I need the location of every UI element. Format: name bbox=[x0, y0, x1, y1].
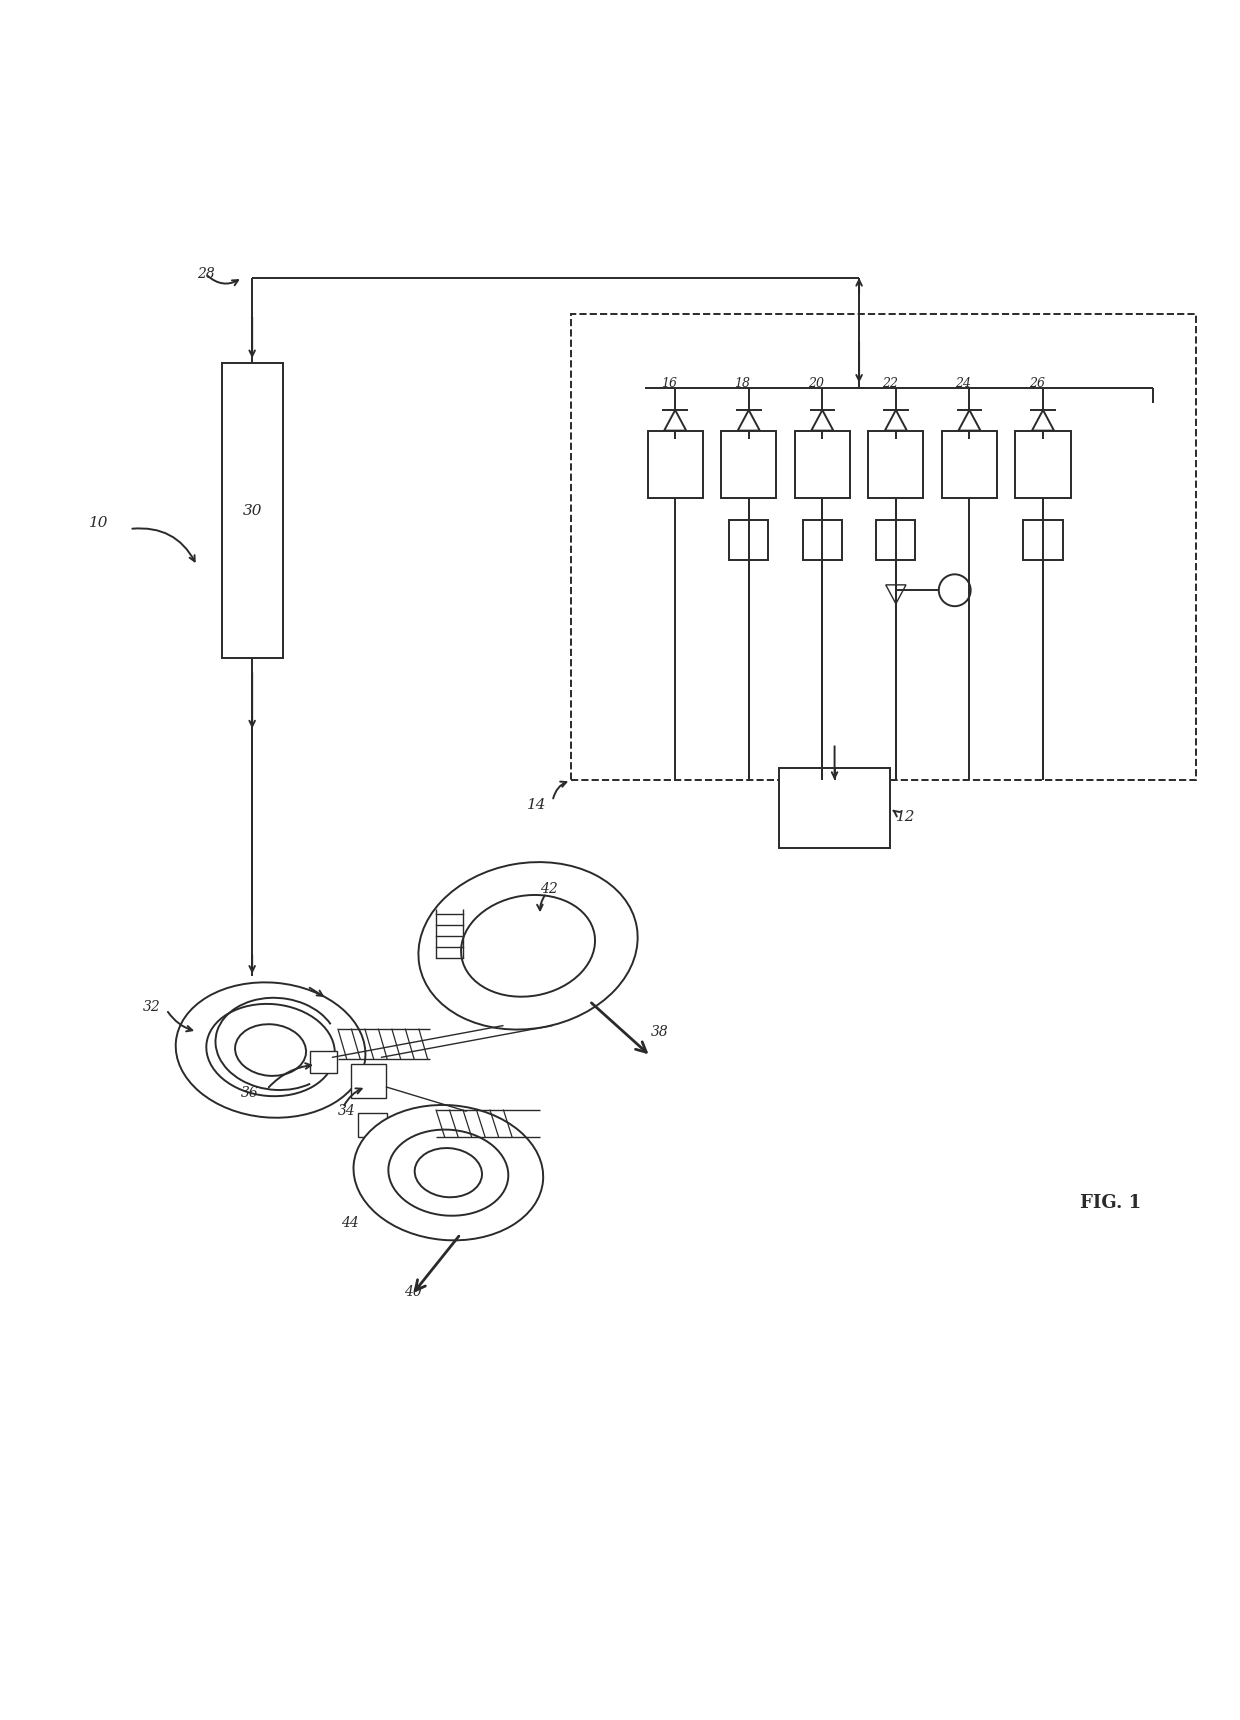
Ellipse shape bbox=[353, 1104, 543, 1240]
Bar bbox=[351, 1063, 386, 1097]
Text: 40: 40 bbox=[404, 1285, 422, 1299]
Ellipse shape bbox=[414, 1147, 482, 1197]
Circle shape bbox=[939, 574, 971, 605]
Ellipse shape bbox=[206, 1004, 335, 1096]
Polygon shape bbox=[959, 409, 981, 430]
Text: 34: 34 bbox=[339, 1104, 356, 1118]
Text: 12: 12 bbox=[895, 810, 915, 824]
Text: 32: 32 bbox=[143, 999, 160, 1015]
Ellipse shape bbox=[418, 862, 637, 1030]
Text: 10: 10 bbox=[89, 516, 109, 530]
Text: FIG. 1: FIG. 1 bbox=[1080, 1194, 1141, 1213]
Text: 16: 16 bbox=[661, 377, 677, 390]
Polygon shape bbox=[885, 585, 906, 604]
Bar bbox=[647, 432, 703, 499]
Ellipse shape bbox=[461, 894, 595, 996]
Text: 42: 42 bbox=[541, 882, 558, 896]
Polygon shape bbox=[811, 409, 833, 430]
Bar bbox=[942, 432, 997, 499]
Text: 18: 18 bbox=[734, 377, 750, 390]
Polygon shape bbox=[885, 409, 906, 430]
Bar bbox=[357, 1113, 387, 1137]
Text: 36: 36 bbox=[241, 1085, 258, 1101]
Ellipse shape bbox=[388, 1130, 508, 1216]
Bar bbox=[877, 521, 915, 559]
Bar bbox=[310, 1051, 337, 1073]
Text: 20: 20 bbox=[808, 377, 825, 390]
Polygon shape bbox=[1032, 409, 1054, 430]
Bar bbox=[222, 363, 283, 657]
Text: 44: 44 bbox=[341, 1216, 360, 1230]
Bar bbox=[1023, 521, 1063, 559]
Bar bbox=[729, 521, 769, 559]
Text: 30: 30 bbox=[242, 504, 262, 518]
Text: 38: 38 bbox=[651, 1025, 668, 1039]
Bar bbox=[570, 315, 1197, 781]
Ellipse shape bbox=[236, 1023, 306, 1077]
Text: 22: 22 bbox=[882, 377, 898, 390]
Text: 14: 14 bbox=[527, 798, 547, 812]
Text: 26: 26 bbox=[1029, 377, 1045, 390]
Polygon shape bbox=[738, 409, 760, 430]
Bar bbox=[1016, 432, 1070, 499]
Bar bbox=[722, 432, 776, 499]
Polygon shape bbox=[665, 409, 686, 430]
Ellipse shape bbox=[176, 982, 366, 1118]
Bar bbox=[795, 432, 849, 499]
Bar bbox=[802, 521, 842, 559]
Text: 28: 28 bbox=[197, 267, 215, 280]
Bar bbox=[780, 769, 890, 848]
Bar bbox=[868, 432, 924, 499]
Text: 24: 24 bbox=[955, 377, 971, 390]
